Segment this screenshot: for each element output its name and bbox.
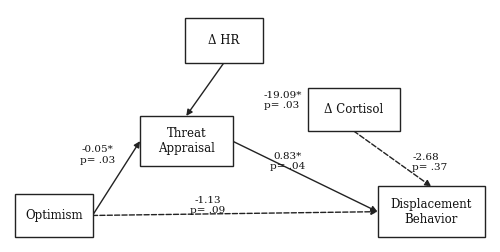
Text: 0.83*
p= .04: 0.83* p= .04 [270, 152, 305, 171]
Text: Displacement
Behavior: Displacement Behavior [390, 198, 472, 226]
FancyBboxPatch shape [378, 186, 485, 237]
Text: Δ Cortisol: Δ Cortisol [324, 103, 384, 116]
Text: Δ HR: Δ HR [208, 34, 240, 47]
Text: -0.05*
p= .03: -0.05* p= .03 [80, 145, 115, 165]
FancyBboxPatch shape [308, 88, 400, 131]
Text: Optimism: Optimism [25, 209, 82, 222]
Text: -19.09*
p= .03: -19.09* p= .03 [264, 91, 302, 110]
Text: Threat
Appraisal: Threat Appraisal [158, 127, 214, 155]
FancyBboxPatch shape [185, 18, 262, 63]
Text: -1.13
p= .09: -1.13 p= .09 [190, 196, 225, 215]
Text: -2.68
p= .37: -2.68 p= .37 [412, 153, 448, 172]
FancyBboxPatch shape [15, 194, 92, 237]
FancyBboxPatch shape [140, 116, 232, 166]
